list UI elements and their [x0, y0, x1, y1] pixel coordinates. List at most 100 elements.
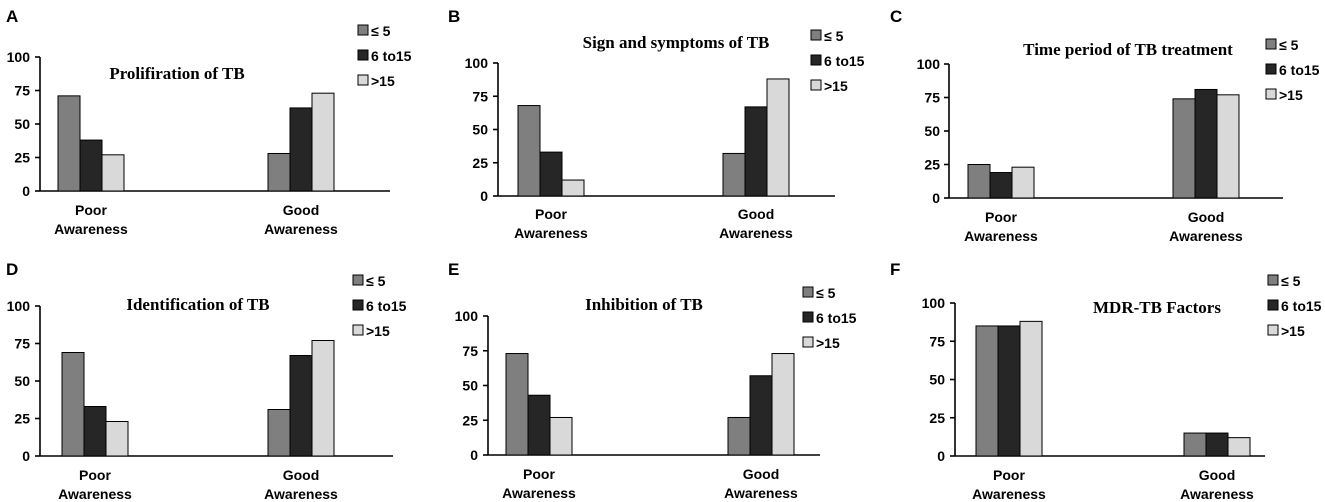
panel-letter: F [890, 260, 900, 279]
legend-swatch [810, 54, 822, 66]
y-tick-label: 25 [462, 412, 478, 428]
bar-5-poor [57, 95, 81, 192]
bar-15-poor [105, 421, 129, 457]
y-tick-label: 0 [470, 447, 478, 463]
chart-panel-f: F MDR-TB Factors 0 25 50 75 100 Poor Awareness Go… [890, 260, 1322, 502]
chart-panel-c: C Time period of TB treatment 0 25 50 75 100 Po… [890, 7, 1320, 244]
y-tick-label: 75 [924, 90, 940, 106]
chart-title: Inhibition of TB [585, 295, 703, 314]
legend-label: ≤ 5 [366, 273, 386, 289]
bar-15-good [766, 78, 790, 197]
chart-title: MDR-TB Factors [1093, 298, 1221, 317]
legend-label: ≤ 5 [1281, 273, 1301, 289]
legend-label: 6 to15 [366, 298, 407, 314]
y-tick-label: 100 [917, 56, 941, 72]
legend-label: >15 [371, 73, 395, 89]
x-category-label: Awareness [719, 225, 793, 241]
chart-title: Identification of TB [126, 295, 269, 314]
legend-swatch [802, 336, 814, 348]
x-category-label: Poor [535, 206, 567, 222]
legend-label: 6 to15 [816, 310, 857, 326]
legend-swatch [1265, 88, 1277, 100]
legend-label: ≤ 5 [371, 23, 391, 39]
y-tick-label: 25 [14, 150, 30, 166]
chart-title: Time period of TB treatment [1023, 40, 1233, 59]
bar-15-poor [561, 179, 585, 197]
y-tick-label: 100 [7, 49, 31, 65]
y-tick-label: 75 [472, 88, 488, 104]
panel-letter: D [6, 260, 18, 279]
legend-swatch [357, 74, 369, 86]
y-tick-label: 75 [14, 336, 30, 352]
legend-label: ≤ 5 [816, 285, 836, 301]
x-category-label: Awareness [1169, 228, 1243, 244]
y-tick-label: 75 [14, 83, 30, 99]
bar-5-poor [975, 325, 999, 457]
legend-swatch [802, 311, 814, 323]
bar-6to15-good [1205, 432, 1229, 457]
legend-swatch [352, 299, 364, 311]
chart-panel-b: B Sign and symptoms of TB 0 25 50 75 100 Poor Aw… [448, 7, 865, 241]
x-category-label: Good [1199, 467, 1236, 483]
x-category-label: Good [1188, 209, 1225, 225]
legend-swatch [1267, 274, 1279, 286]
legend-label: 6 to15 [1279, 62, 1320, 78]
y-tick-label: 0 [22, 183, 30, 199]
bar-5-poor [505, 353, 529, 456]
legend-swatch [1265, 38, 1277, 50]
chart-panel-a: A Prolifiration of TB 0 25 50 75 100 Poor Awaren… [6, 7, 412, 237]
bar-5-good [722, 152, 746, 197]
bar-6to15-poor [997, 325, 1021, 457]
bar-5-good [727, 416, 751, 456]
bar-15-poor [1019, 320, 1043, 457]
bar-15-poor [101, 154, 125, 192]
y-tick-label: 50 [14, 373, 30, 389]
y-tick-label: 0 [480, 188, 488, 204]
legend-swatch [352, 274, 364, 286]
y-tick-label: 25 [472, 155, 488, 171]
x-category-label: Awareness [54, 221, 128, 237]
bar-6to15-good [1194, 88, 1218, 199]
x-category-label: Awareness [1180, 486, 1254, 502]
y-tick-label: 100 [455, 308, 479, 324]
y-tick-label: 100 [465, 55, 489, 71]
legend-label: 6 to15 [1281, 298, 1322, 314]
x-category-label: Awareness [58, 486, 132, 502]
bar-15-good [311, 340, 335, 457]
x-category-label: Good [283, 467, 320, 483]
legend-swatch [810, 29, 822, 41]
x-category-label: Awareness [724, 485, 798, 501]
bar-6to15-poor [527, 394, 551, 456]
x-category-label: Awareness [972, 486, 1046, 502]
legend-label: >15 [1281, 323, 1305, 339]
x-category-label: Awareness [264, 486, 338, 502]
chart-panel-e: E Inhibition of TB 0 25 50 75 100 Poor Awareness… [448, 260, 857, 501]
y-tick-label: 50 [929, 372, 945, 388]
y-tick-label: 0 [937, 448, 945, 464]
x-category-label: Poor [75, 202, 107, 218]
y-tick-label: 25 [14, 411, 30, 427]
y-tick-label: 50 [462, 378, 478, 394]
y-tick-label: 75 [929, 333, 945, 349]
x-category-label: Poor [985, 209, 1017, 225]
legend-label: >15 [824, 78, 848, 94]
x-category-label: Good [738, 206, 775, 222]
x-category-label: Poor [523, 466, 555, 482]
y-tick-label: 50 [924, 123, 940, 139]
bar-6to15-poor [79, 139, 103, 192]
bar-15-poor [549, 416, 573, 456]
legend-swatch [1267, 299, 1279, 311]
panel-letter: C [890, 7, 902, 26]
bar-6to15-poor [539, 151, 563, 197]
legend-swatch [1265, 63, 1277, 75]
y-tick-label: 50 [472, 122, 488, 138]
legend-swatch [357, 49, 369, 61]
bar-6to15-good [289, 107, 313, 192]
bar-5-good [1183, 432, 1207, 457]
bar-5-good [267, 409, 291, 457]
bar-5-poor [61, 352, 85, 457]
y-tick-label: 0 [932, 190, 940, 206]
chart-panel-d: D Identification of TB 0 25 50 75 100 Poor Aware… [6, 260, 407, 502]
chart-title: Prolifiration of TB [109, 64, 244, 83]
bar-15-good [771, 353, 795, 456]
